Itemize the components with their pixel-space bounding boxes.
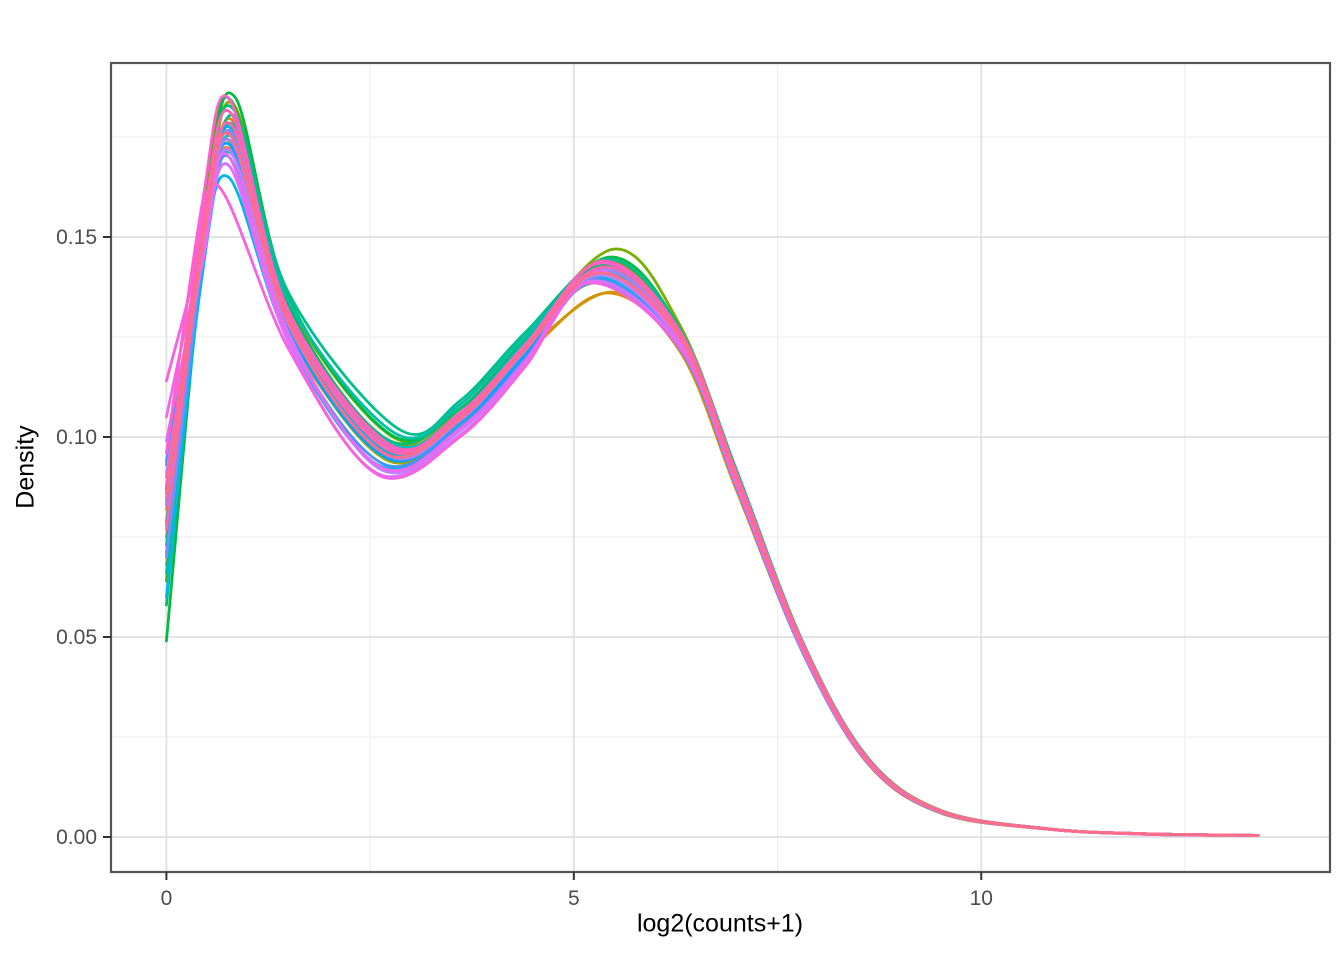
- density-curve: [165, 104, 1260, 837]
- x-tick-label: 10: [970, 887, 993, 910]
- density-curve: [165, 117, 1260, 837]
- y-tick-label: 0.15: [56, 226, 97, 249]
- density-curve: [165, 91, 1260, 837]
- x-tick-label: 0: [161, 887, 173, 910]
- density-curve: [165, 162, 1260, 837]
- y-axis-title: Density: [11, 425, 40, 509]
- y-tick-label: 0.00: [56, 826, 97, 849]
- y-tick-label: 0.10: [56, 426, 97, 449]
- density-curve: [165, 121, 1260, 837]
- density-curve: [165, 137, 1260, 837]
- density-curve: [165, 125, 1260, 837]
- density-curve: [165, 145, 1260, 837]
- density-curve: [165, 95, 1260, 837]
- density-curve: [165, 141, 1260, 837]
- density-curve: [165, 121, 1260, 837]
- x-tick-label: 5: [568, 887, 580, 910]
- y-tick-label: 0.05: [56, 626, 97, 649]
- density-curve: [165, 154, 1260, 837]
- density-curve: [165, 150, 1260, 837]
- density-curve: [165, 113, 1260, 837]
- x-axis-title: log2(counts+1): [636, 909, 804, 938]
- density-curve: [165, 125, 1260, 837]
- density-curve: [165, 100, 1260, 837]
- density-curve: [165, 182, 1260, 837]
- density-curve: [165, 133, 1260, 837]
- density-curve: [165, 94, 1260, 837]
- density-curve: [165, 109, 1260, 837]
- density-curve: [165, 152, 1260, 837]
- density-curve: [165, 147, 1260, 837]
- density-curve: [165, 137, 1260, 837]
- density-curve: [165, 131, 1260, 837]
- density-curves: [165, 91, 1260, 837]
- density-curve: [165, 109, 1260, 837]
- panel-border: [109, 61, 1332, 874]
